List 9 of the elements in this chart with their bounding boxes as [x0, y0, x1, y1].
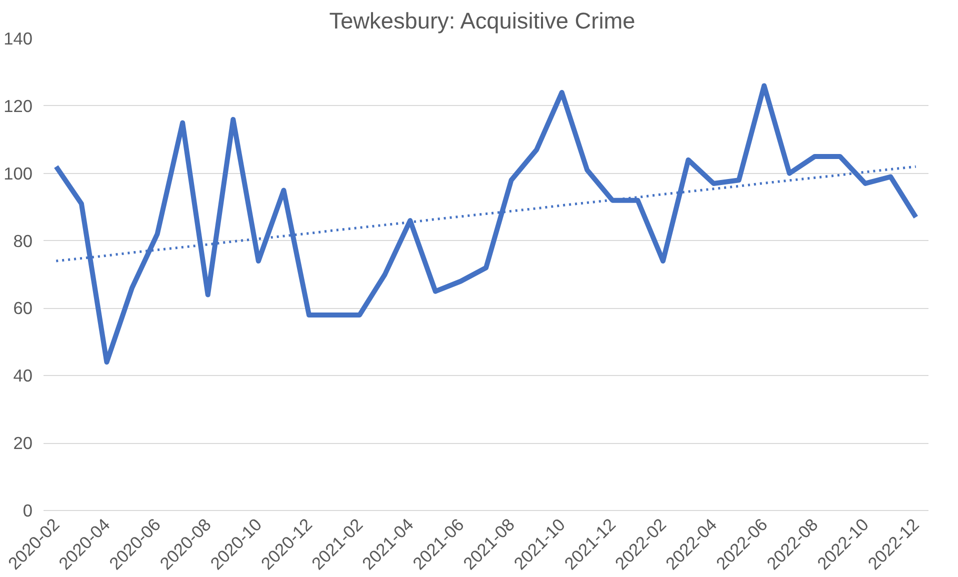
y-tick-label: 80	[13, 230, 33, 251]
y-tick-label: 60	[13, 298, 33, 318]
y-tick-label: 140	[4, 28, 33, 48]
y-tick-label: 100	[4, 163, 33, 184]
y-tick-label: 120	[4, 96, 33, 116]
y-tick-label: 0	[22, 500, 33, 520]
y-tick-label: 40	[13, 366, 33, 386]
chart-title: Tewkesbury: Acquisitive Crime	[329, 8, 636, 34]
y-tick-label: 20	[13, 433, 33, 454]
